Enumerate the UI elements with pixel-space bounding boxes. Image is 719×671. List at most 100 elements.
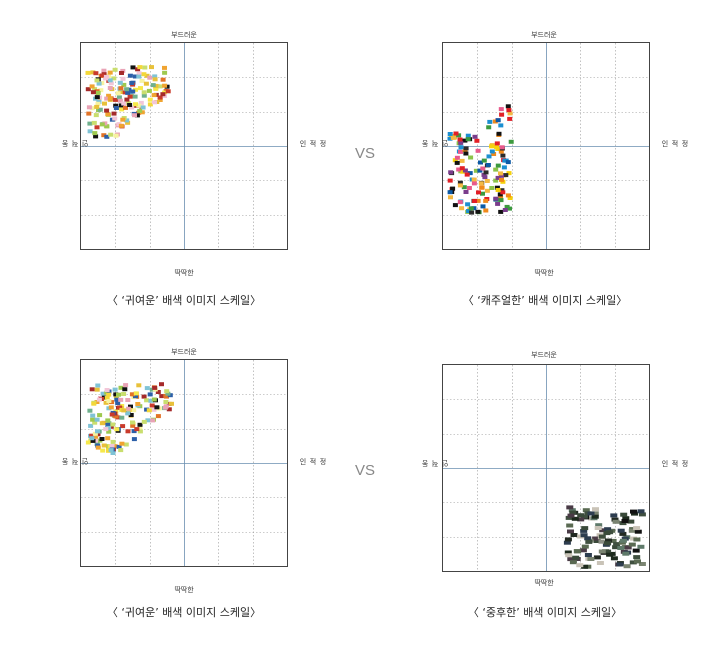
- color-swatch: [461, 185, 467, 190]
- color-swatch: [112, 387, 118, 392]
- color-swatch: [622, 551, 630, 556]
- color-swatch: [100, 391, 106, 396]
- color-swatch: [152, 77, 158, 82]
- color-swatch: [160, 92, 166, 97]
- color-swatch: [134, 427, 140, 432]
- color-swatch: [507, 116, 513, 121]
- color-swatch: [506, 171, 512, 176]
- scale-grid: [81, 360, 287, 566]
- color-swatch: [566, 505, 574, 510]
- color-swatch: [482, 175, 488, 180]
- color-swatch: [133, 391, 139, 396]
- color-swatch: [120, 68, 126, 73]
- color-swatch: [598, 549, 606, 554]
- color-swatch: [113, 103, 119, 108]
- color-swatch: [152, 385, 158, 390]
- color-swatch: [164, 84, 170, 89]
- color-swatch: [141, 90, 147, 95]
- color-swatch: [121, 82, 127, 87]
- color-swatch: [85, 87, 91, 92]
- color-swatch: [109, 400, 115, 405]
- color-swatch: [138, 100, 144, 105]
- color-swatch: [448, 195, 453, 200]
- color-swatch: [107, 86, 113, 90]
- color-swatch: [481, 158, 487, 163]
- color-swatch: [130, 65, 136, 70]
- color-swatch: [592, 507, 599, 512]
- color-swatch: [604, 527, 612, 532]
- color-swatch: [474, 138, 480, 143]
- color-swatch: [110, 439, 116, 444]
- color-swatch: [106, 429, 112, 434]
- color-swatch: [90, 70, 96, 75]
- color-swatch: [148, 398, 154, 403]
- color-swatch: [94, 78, 100, 83]
- color-swatch: [136, 103, 142, 108]
- color-swatch: [125, 398, 131, 402]
- color-swatch: [595, 523, 603, 528]
- color-swatch: [135, 402, 141, 406]
- color-swatch: [122, 90, 128, 95]
- color-swatch: [165, 391, 171, 396]
- color-swatch: [495, 118, 501, 123]
- color-swatch: [142, 65, 148, 70]
- color-swatch: [90, 417, 96, 422]
- color-swatch: [499, 173, 504, 178]
- color-swatch: [94, 125, 100, 130]
- color-swatch: [113, 133, 119, 138]
- color-swatch: [459, 158, 465, 163]
- color-swatch: [118, 86, 124, 91]
- panel-caption: 〈 ‘중후한’ 배색 이미지 스케일〉: [467, 606, 623, 619]
- swatch-cluster: [85, 65, 171, 139]
- color-swatch: [576, 563, 584, 568]
- color-swatch: [598, 539, 606, 544]
- color-swatch: [501, 165, 507, 170]
- color-swatch: [606, 552, 614, 557]
- color-swatch: [565, 515, 573, 520]
- color-swatch: [569, 560, 577, 565]
- color-swatch: [499, 112, 505, 117]
- color-swatch: [93, 435, 99, 440]
- color-swatch: [91, 401, 97, 406]
- color-swatch: [628, 528, 636, 533]
- color-swatch: [468, 155, 474, 160]
- color-swatch: [163, 404, 169, 409]
- color-swatch: [116, 444, 122, 449]
- color-swatch: [89, 436, 95, 441]
- color-swatch: [94, 387, 100, 392]
- color-swatch: [462, 138, 468, 143]
- color-swatch: [447, 132, 453, 136]
- color-swatch: [95, 432, 101, 437]
- color-swatch: [139, 110, 145, 115]
- color-swatch: [587, 511, 595, 516]
- color-swatch: [133, 102, 138, 107]
- color-swatch: [465, 133, 471, 138]
- color-swatch: [150, 418, 156, 423]
- color-swatch: [563, 540, 571, 545]
- color-swatch: [452, 203, 458, 208]
- scale-grid: [443, 43, 649, 249]
- color-swatch: [151, 93, 157, 98]
- color-swatch: [95, 91, 101, 95]
- color-swatch: [581, 544, 589, 549]
- color-swatch: [101, 443, 107, 448]
- color-swatch: [569, 510, 577, 515]
- color-swatch: [136, 74, 142, 79]
- color-swatch: [471, 177, 477, 182]
- color-swatch: [487, 119, 493, 124]
- color-swatch: [564, 537, 572, 542]
- color-swatch: [104, 108, 110, 113]
- color-swatch: [107, 70, 113, 75]
- color-swatch: [141, 93, 147, 98]
- color-swatch: [141, 394, 147, 399]
- color-swatch: [98, 88, 104, 93]
- color-swatch: [502, 208, 508, 212]
- color-swatch: [169, 401, 174, 406]
- color-swatch: [447, 136, 453, 141]
- color-swatch: [89, 84, 95, 89]
- color-swatch: [567, 557, 575, 562]
- color-swatch: [93, 134, 99, 139]
- color-swatch: [121, 101, 127, 106]
- color-swatch: [107, 96, 113, 101]
- color-swatch: [129, 392, 135, 397]
